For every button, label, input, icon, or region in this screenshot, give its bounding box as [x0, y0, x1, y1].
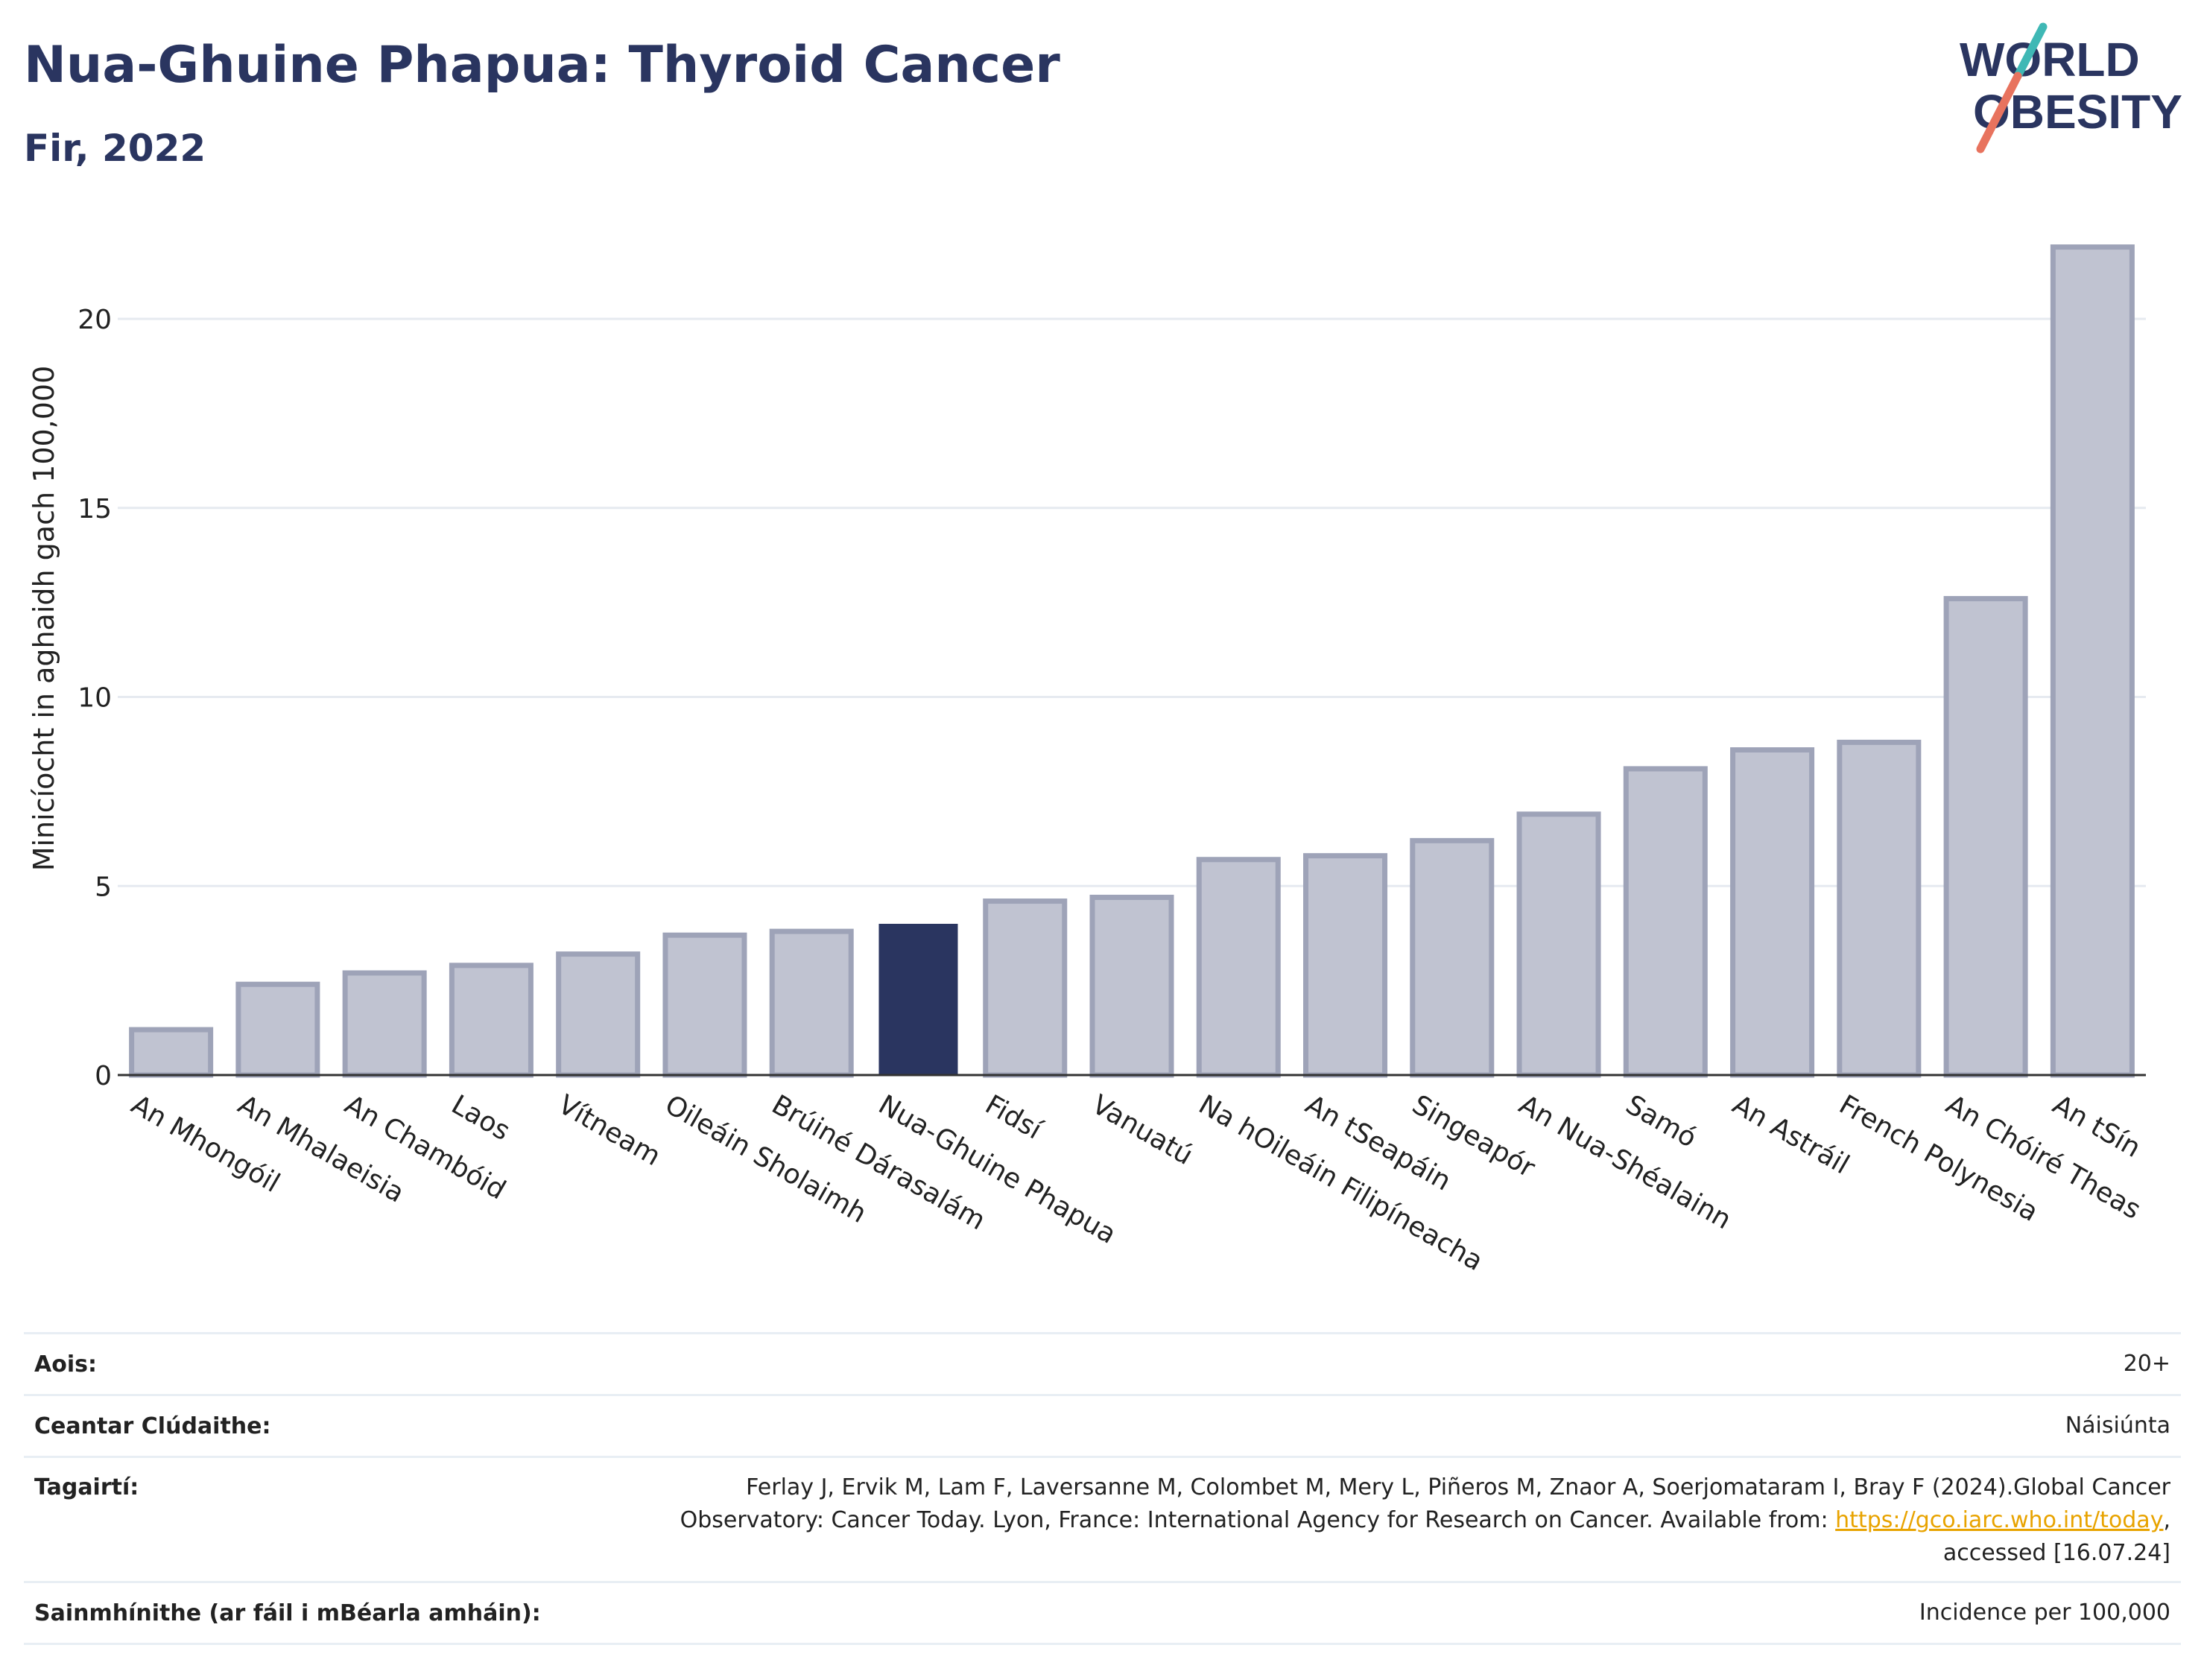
- x-tick-label: An Astráil: [1727, 1089, 1855, 1180]
- x-tick-label: Vítneam: [553, 1089, 665, 1172]
- x-tick-label: Vanuatú: [1087, 1089, 1198, 1171]
- logo-slash-coral: [1976, 72, 2022, 153]
- bar: [662, 932, 747, 1078]
- y-axis-title: Minicíocht in aghaidh gach 100,000: [28, 366, 60, 872]
- info-value-coverage: Náisiúnta: [2065, 1413, 2170, 1439]
- info-label-coverage: Ceantar Clúdaithe:: [34, 1413, 271, 1439]
- bar: [129, 1027, 214, 1078]
- x-tick-label: Laos: [446, 1089, 515, 1147]
- bar: [1730, 747, 1815, 1078]
- bar: [769, 928, 854, 1078]
- logo-slash-teal: [2013, 22, 2048, 80]
- bar: [1516, 811, 1601, 1078]
- bar: [2050, 244, 2135, 1078]
- info-table: Aois: 20+ Ceantar Clúdaithe: Náisiúnta T…: [24, 1332, 2181, 1645]
- bar: [1196, 857, 1281, 1078]
- bar: [1623, 766, 1708, 1078]
- bar: [1303, 853, 1388, 1078]
- reference-link[interactable]: https://gco.iarc.who.int/today: [1835, 1507, 2164, 1533]
- x-tick-label: Fidsí: [980, 1089, 1047, 1146]
- bar: [878, 924, 958, 1075]
- info-label-references: Tagairtí:: [34, 1474, 139, 1500]
- bar: [1837, 739, 1922, 1078]
- logo-line1: WORLD: [1960, 33, 2140, 86]
- bar: [235, 981, 320, 1078]
- bar: [342, 970, 427, 1078]
- page-title: Nua-Ghuine Phapua: Thyroid Cancer: [24, 36, 1060, 95]
- page-subtitle: Fir, 2022: [24, 127, 206, 170]
- info-value-definitions: Incidence per 100,000: [1919, 1600, 2170, 1626]
- info-label-age: Aois:: [34, 1351, 97, 1378]
- reference-line-2-suffix: ,: [2163, 1507, 2170, 1533]
- y-tick-label: 0: [95, 1061, 112, 1091]
- info-row-definitions: Sainmhínithe (ar fáil i mBéarla amháin):…: [24, 1581, 2181, 1645]
- y-tick-label: 20: [77, 305, 112, 335]
- bar: [1410, 837, 1495, 1078]
- info-value-age: 20+: [2123, 1351, 2170, 1377]
- y-tick-label: 10: [77, 683, 112, 714]
- world-obesity-logo: WORLD OBESITY: [1960, 22, 2182, 153]
- x-tick-label: An Chóiré Theas: [1941, 1089, 2146, 1226]
- info-row-references: Tagairtí: Ferlay J, Ervik M, Lam F, Lave…: [24, 1456, 2181, 1581]
- bar: [1089, 894, 1174, 1078]
- bars: [129, 244, 2135, 1078]
- y-tick-label: 5: [95, 872, 112, 902]
- bar: [983, 898, 1068, 1078]
- info-value-references: Ferlay J, Ervik M, Lam F, Laversanne M, …: [680, 1471, 2181, 1570]
- reference-line-3: accessed [16.07.24]: [1942, 1540, 2170, 1566]
- info-row-age: Aois: 20+: [24, 1332, 2181, 1394]
- bar: [556, 951, 641, 1078]
- x-tick-label: French Polynesia: [1834, 1089, 2043, 1228]
- bar: [449, 963, 533, 1078]
- reference-line-2: Observatory: Cancer Today. Lyon, France:…: [680, 1504, 2170, 1537]
- reference-line-1: Ferlay J, Ervik M, Lam F, Laversanne M, …: [746, 1474, 2170, 1500]
- info-row-coverage: Ceantar Clúdaithe: Náisiúnta: [24, 1394, 2181, 1456]
- bar: [1943, 596, 2028, 1078]
- info-label-definitions: Sainmhínithe (ar fáil i mBéarla amháin):: [34, 1600, 541, 1626]
- y-tick-label: 15: [77, 494, 112, 524]
- x-tick-label: Samó: [1621, 1089, 1702, 1154]
- reference-line-2-text: Observatory: Cancer Today. Lyon, France:…: [680, 1507, 1836, 1533]
- x-tick-label: Oileáin Sholaimh: [659, 1089, 871, 1229]
